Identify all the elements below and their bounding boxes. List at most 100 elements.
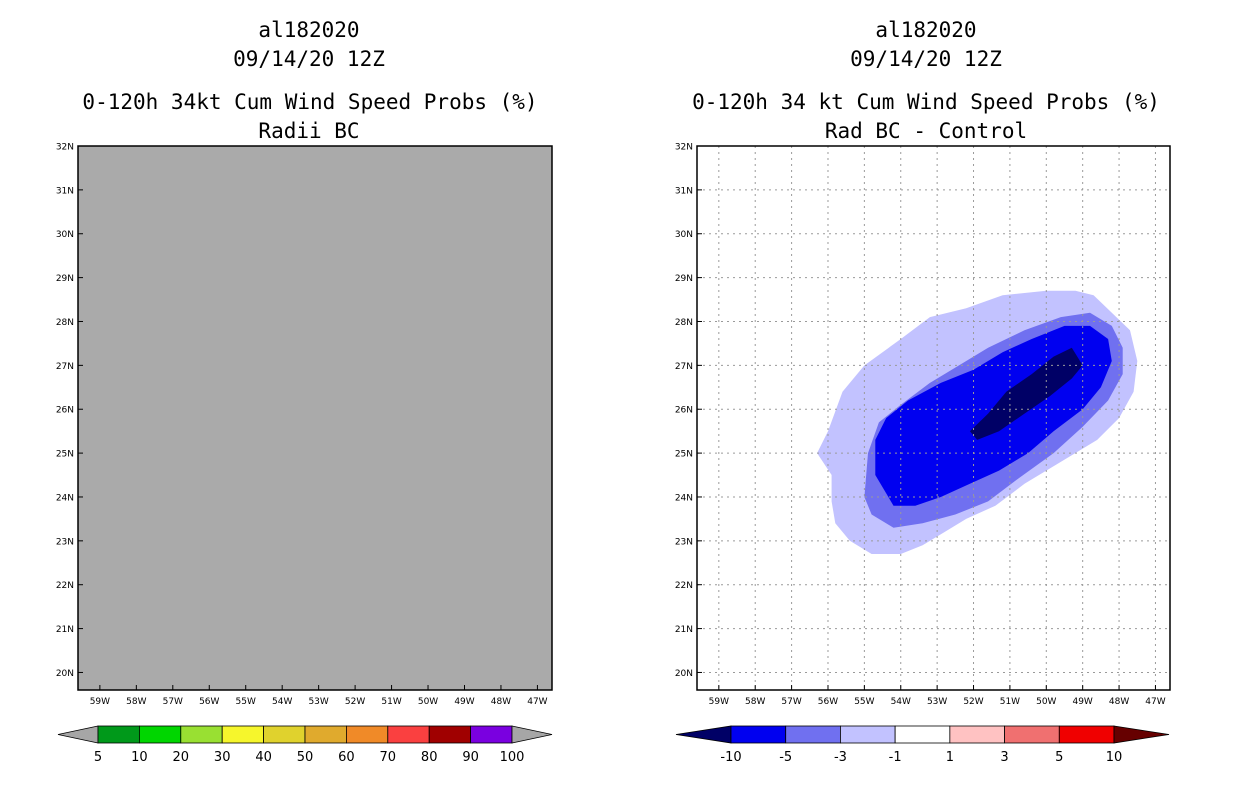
right-xtick-label-11: 48W — [1109, 697, 1129, 707]
right-colorbar-label-5: 3 — [1000, 750, 1008, 765]
left-ytick-label-3: 23N — [56, 537, 74, 547]
left-ytick-label-7: 27N — [56, 362, 74, 372]
left-xtick-label-12: 47W — [527, 697, 547, 707]
left-colorbar-label-0: 5 — [94, 750, 102, 765]
left-chart-subtitle: Radii BC — [258, 119, 360, 143]
right-ytick-label-7: 27N — [675, 362, 693, 372]
left-storm-id: al182020 — [258, 18, 360, 42]
left-xtick-label-7: 52W — [345, 697, 365, 707]
left-frame — [77, 145, 553, 691]
left-xtick-label-4: 55W — [236, 697, 256, 707]
left-ytick-label-8: 28N — [56, 318, 74, 328]
left-xtick-label-10: 49W — [454, 697, 474, 707]
right-ytick-label-6: 26N — [675, 406, 693, 416]
right-ytick-label-9: 29N — [675, 274, 693, 284]
left-xtick-label-1: 58W — [126, 697, 146, 707]
right-xtick-label-4: 55W — [854, 697, 874, 707]
left-colorbar-box-8 — [428, 725, 472, 744]
left-colorbar-box-7 — [387, 725, 430, 744]
right-xtick-label-5: 54W — [891, 697, 911, 707]
right-ytick-label-8: 28N — [675, 318, 693, 328]
left-colorbar-cap-high — [511, 725, 553, 744]
right-colorbar-label-2: -3 — [834, 750, 847, 765]
right-ytick-label-4: 24N — [675, 493, 693, 503]
left-colorbar-box-3 — [221, 725, 264, 744]
left-colorbar-box-5 — [304, 725, 347, 744]
left-ytick-label-5: 25N — [56, 450, 74, 460]
left-colorbar-box-1 — [138, 725, 182, 744]
left-colorbar-box-0 — [97, 725, 140, 744]
right-ytick-label-1: 21N — [675, 625, 693, 635]
right-colorbar-label-1: -5 — [779, 750, 792, 765]
right-colorbar-label-6: 5 — [1055, 750, 1063, 765]
left-colorbar-box-4 — [263, 725, 306, 744]
left-colorbar-box-6 — [345, 725, 389, 744]
right-colorbar-cap-low — [675, 725, 732, 744]
left-colorbar-label-3: 30 — [214, 750, 231, 765]
right-colorbar-box-6 — [1058, 725, 1115, 744]
left-xtick-label-8: 51W — [381, 697, 401, 707]
right-ytick-label-2: 22N — [675, 581, 693, 591]
right-storm-id: al182020 — [875, 18, 977, 42]
right-xtick-label-6: 53W — [927, 697, 947, 707]
left-colorbar-label-9: 90 — [462, 750, 479, 765]
right-map: 59W 58W 57W 56W 55W 54W 53W 52W 51W 50W 49W 48W 47W 2… — [675, 143, 1171, 707]
left-ytick-label-9: 29N — [56, 274, 74, 284]
right-xtick-label-2: 57W — [781, 697, 801, 707]
left-colorbar-label-4: 40 — [255, 750, 272, 765]
left-ytick-label-6: 26N — [56, 406, 74, 416]
left-ytick-label-10: 30N — [56, 230, 74, 240]
right-colorbar-box-0 — [730, 725, 787, 744]
left-xtick-label-11: 48W — [491, 697, 511, 707]
right-xtick-label-0: 59W — [709, 697, 729, 707]
right-contour-3 — [969, 347, 1083, 440]
left-colorbar-box-2 — [180, 725, 223, 744]
left-colorbar-label-7: 70 — [380, 750, 397, 765]
right-colorbar-label-7: 10 — [1106, 750, 1123, 765]
right-datetime: 09/14/20 12Z — [850, 47, 1002, 71]
left-ytick-label-1: 21N — [56, 625, 74, 635]
right-ytick-label-12: 32N — [675, 143, 693, 153]
left-map: 59W 58W 57W 56W 55W 54W 53W 52W 51W 50W 49W 48W 47W 2… — [56, 143, 553, 707]
left-xtick-label-2: 57W — [163, 697, 183, 707]
right-ytick-label-5: 25N — [675, 450, 693, 460]
right-colorbar-label-0: -10 — [720, 750, 741, 765]
left-xtick-label-6: 53W — [308, 697, 328, 707]
right-colorbar-box-2 — [840, 725, 896, 744]
right-colorbar-box-3 — [894, 725, 951, 744]
left-xtick-label-9: 50W — [418, 697, 438, 707]
right-xtick-label-9: 50W — [1036, 697, 1056, 707]
right-colorbar-box-4 — [949, 725, 1005, 744]
left-chart-title: 0-120h 34kt Cum Wind Speed Probs (%) — [82, 90, 538, 114]
left-xtick-label-0: 59W — [90, 697, 110, 707]
left-colorbar-label-1: 10 — [131, 750, 148, 765]
left-ytick-label-0: 20N — [56, 669, 74, 679]
left-colorbar-label-8: 80 — [421, 750, 438, 765]
right-frame — [696, 145, 1171, 691]
right-colorbar-label-3: -1 — [889, 750, 902, 765]
left-colorbar-label-10: 100 — [500, 750, 525, 765]
left-colorbar-cap-low — [57, 725, 99, 744]
left-ytick-label-12: 32N — [56, 143, 74, 153]
right-chart-title: 0-120h 34 kt Cum Wind Speed Probs (%) — [692, 90, 1160, 114]
right-xtick-label-1: 58W — [745, 697, 765, 707]
right-xtick-label-10: 49W — [1072, 697, 1092, 707]
right-xtick-label-12: 47W — [1145, 697, 1165, 707]
left-colorbar-label-6: 60 — [338, 750, 355, 765]
right-colorbar-cap-high — [1113, 725, 1170, 744]
left-plot-area — [78, 146, 552, 690]
right-xtick-label-7: 52W — [963, 697, 983, 707]
right-ytick-label-0: 20N — [675, 669, 693, 679]
left-colorbar: 5 10 20 30 40 50 60 70 80 90 100 — [57, 725, 553, 765]
left-xtick-label-5: 54W — [272, 697, 292, 707]
left-ytick-label-2: 22N — [56, 581, 74, 591]
left-xtick-label-3: 56W — [199, 697, 219, 707]
left-ytick-label-4: 24N — [56, 493, 74, 503]
right-colorbar-box-5 — [1004, 725, 1060, 744]
left-datetime: 09/14/20 12Z — [233, 47, 385, 71]
left-colorbar-box-9 — [470, 725, 513, 744]
right-ytick-label-11: 31N — [675, 186, 693, 196]
right-xtick-label-3: 56W — [818, 697, 838, 707]
right-chart-subtitle: Rad BC - Control — [824, 119, 1028, 143]
